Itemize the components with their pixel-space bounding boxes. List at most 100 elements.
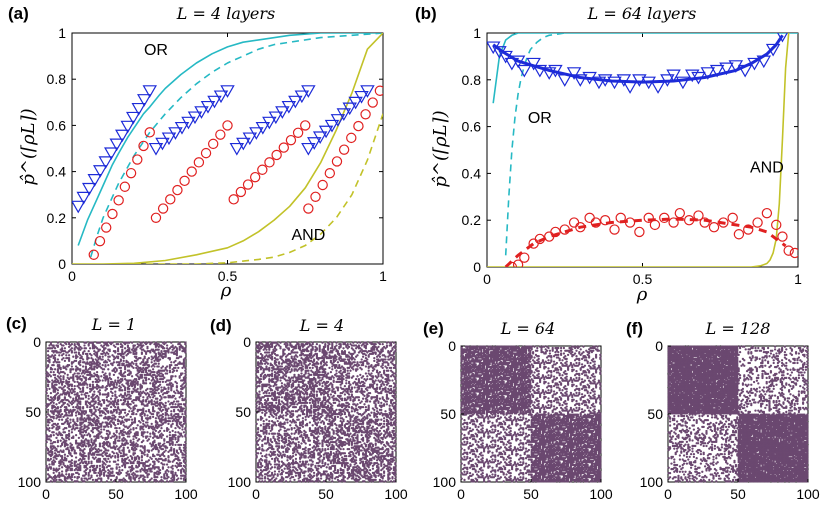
panel-c-dot — [161, 480, 165, 483]
panel-d-dot — [388, 358, 391, 361]
panel-c-dot — [178, 391, 181, 395]
panel-c-dot — [112, 373, 116, 377]
panel-c-dot — [45, 415, 48, 419]
panel-c-dot — [81, 375, 85, 378]
panel-d-dot — [340, 391, 344, 395]
panel-d-dot — [391, 379, 394, 382]
panel-c-dot — [123, 393, 127, 396]
panel-b-triangle-point — [487, 41, 501, 55]
panel-c-dot — [81, 407, 85, 410]
panel-d-dot — [296, 365, 299, 368]
panel-c-dot — [72, 355, 75, 358]
panel-d-dot — [275, 383, 278, 386]
panel-d-dot — [301, 345, 305, 349]
panel-d-dot — [319, 379, 323, 382]
panel-d-dot — [343, 384, 347, 388]
panel-c-dot — [101, 363, 104, 367]
panel-d-dot — [375, 355, 379, 358]
panel-c-dot — [90, 461, 93, 465]
panel-c-dot — [45, 370, 48, 374]
panel-c-ytick-label: 100 — [18, 474, 42, 490]
panel-c-dot — [93, 352, 96, 356]
panel-d-dot — [388, 379, 391, 382]
panel-c-dot — [105, 460, 109, 463]
panel-d-dot — [262, 377, 265, 381]
panel-c-dot — [135, 366, 138, 370]
panel-c-dot — [70, 365, 74, 368]
panel-d-dot — [258, 390, 261, 393]
panel-c-dot — [88, 352, 92, 356]
panel-c-dot — [179, 477, 183, 480]
panel-c-dot — [51, 426, 54, 430]
panel-c-dot — [123, 370, 127, 374]
panel-c-dot — [98, 445, 102, 448]
panel-c-dot — [49, 342, 53, 346]
panel-c-dot — [55, 393, 58, 396]
panel-c-dot — [81, 390, 85, 393]
panel-b-triangle-point — [650, 81, 666, 94]
panel-c-dot — [151, 396, 155, 399]
panel-d-dot — [371, 352, 375, 356]
panel-c-dot — [125, 394, 128, 398]
panel-c-dot — [56, 454, 60, 458]
panel-c-dot — [87, 349, 90, 353]
panel-c-dot — [59, 415, 62, 419]
panel-a: (a) L = 4 layers ρ p̂^(⌈ρL⌉) 0 0.5 100.20.… — [8, 4, 387, 301]
panel-c-dot — [46, 468, 50, 472]
panel-c-dot — [146, 361, 149, 364]
panel-c-dot — [97, 450, 100, 454]
panel-d-dot — [255, 382, 258, 385]
panel-c-dot — [156, 344, 159, 347]
panel-c-dot — [137, 370, 141, 374]
panel-c-dot — [73, 428, 76, 431]
panel-c-dot — [52, 351, 55, 354]
panel-c-dot — [88, 405, 92, 409]
panel-c-dot — [107, 368, 110, 371]
panel-b-triangle-point — [597, 74, 613, 87]
panel-b-triangle-point — [616, 74, 632, 87]
panel-c-dot — [149, 432, 152, 435]
panel-d-dot — [265, 348, 268, 351]
panel-c-dot — [108, 460, 111, 463]
panel-c-dot — [69, 396, 72, 399]
panel-c-dot — [150, 422, 153, 426]
panel-c-dot — [184, 404, 187, 407]
panel-c-dot — [56, 445, 60, 448]
panel-c-dot — [62, 428, 65, 431]
panel-d-dot — [336, 361, 340, 364]
panel-d-dot — [335, 341, 338, 344]
panel-d-dot — [293, 369, 296, 372]
panel-c-dot — [151, 377, 155, 381]
panel-c-dot — [63, 445, 67, 448]
panel-b-triangle-point — [700, 67, 716, 80]
panel-d-dot — [300, 372, 303, 375]
panel-c-dot — [118, 439, 121, 442]
panel-a-circle-point — [285, 134, 297, 146]
panel-d-dot — [329, 377, 333, 381]
panel-b-circle-point — [506, 261, 518, 267]
panel-c-dot — [70, 351, 74, 354]
panel-c-dot — [102, 351, 106, 354]
panel-c-dot — [181, 435, 184, 438]
panel-a-circle-point — [360, 109, 371, 120]
panel-b-plot-area — [487, 33, 798, 267]
panel-a-circle-point — [331, 156, 343, 167]
panel-c-dot — [95, 405, 99, 409]
panel-c-dot — [101, 355, 104, 358]
panel-d-dot — [389, 366, 393, 370]
panel-d-dot — [277, 396, 281, 399]
panel-c-dot — [157, 391, 160, 395]
panel-b-circle-point — [683, 214, 695, 226]
panel-c-dot — [56, 398, 60, 402]
panel-c-dot — [60, 466, 64, 469]
panel-b-circle-point — [550, 226, 561, 238]
panel-c-dot — [163, 376, 166, 379]
panel-c-dot — [45, 440, 48, 444]
panel-c-dot — [136, 387, 139, 391]
panel-c-dot — [122, 356, 125, 360]
panel-c-dot — [143, 414, 146, 417]
panel-c-dot — [171, 419, 174, 423]
panel-a-triangle-point — [161, 132, 177, 146]
panel-c-dot — [126, 383, 130, 386]
panel-c-dot — [184, 397, 187, 400]
